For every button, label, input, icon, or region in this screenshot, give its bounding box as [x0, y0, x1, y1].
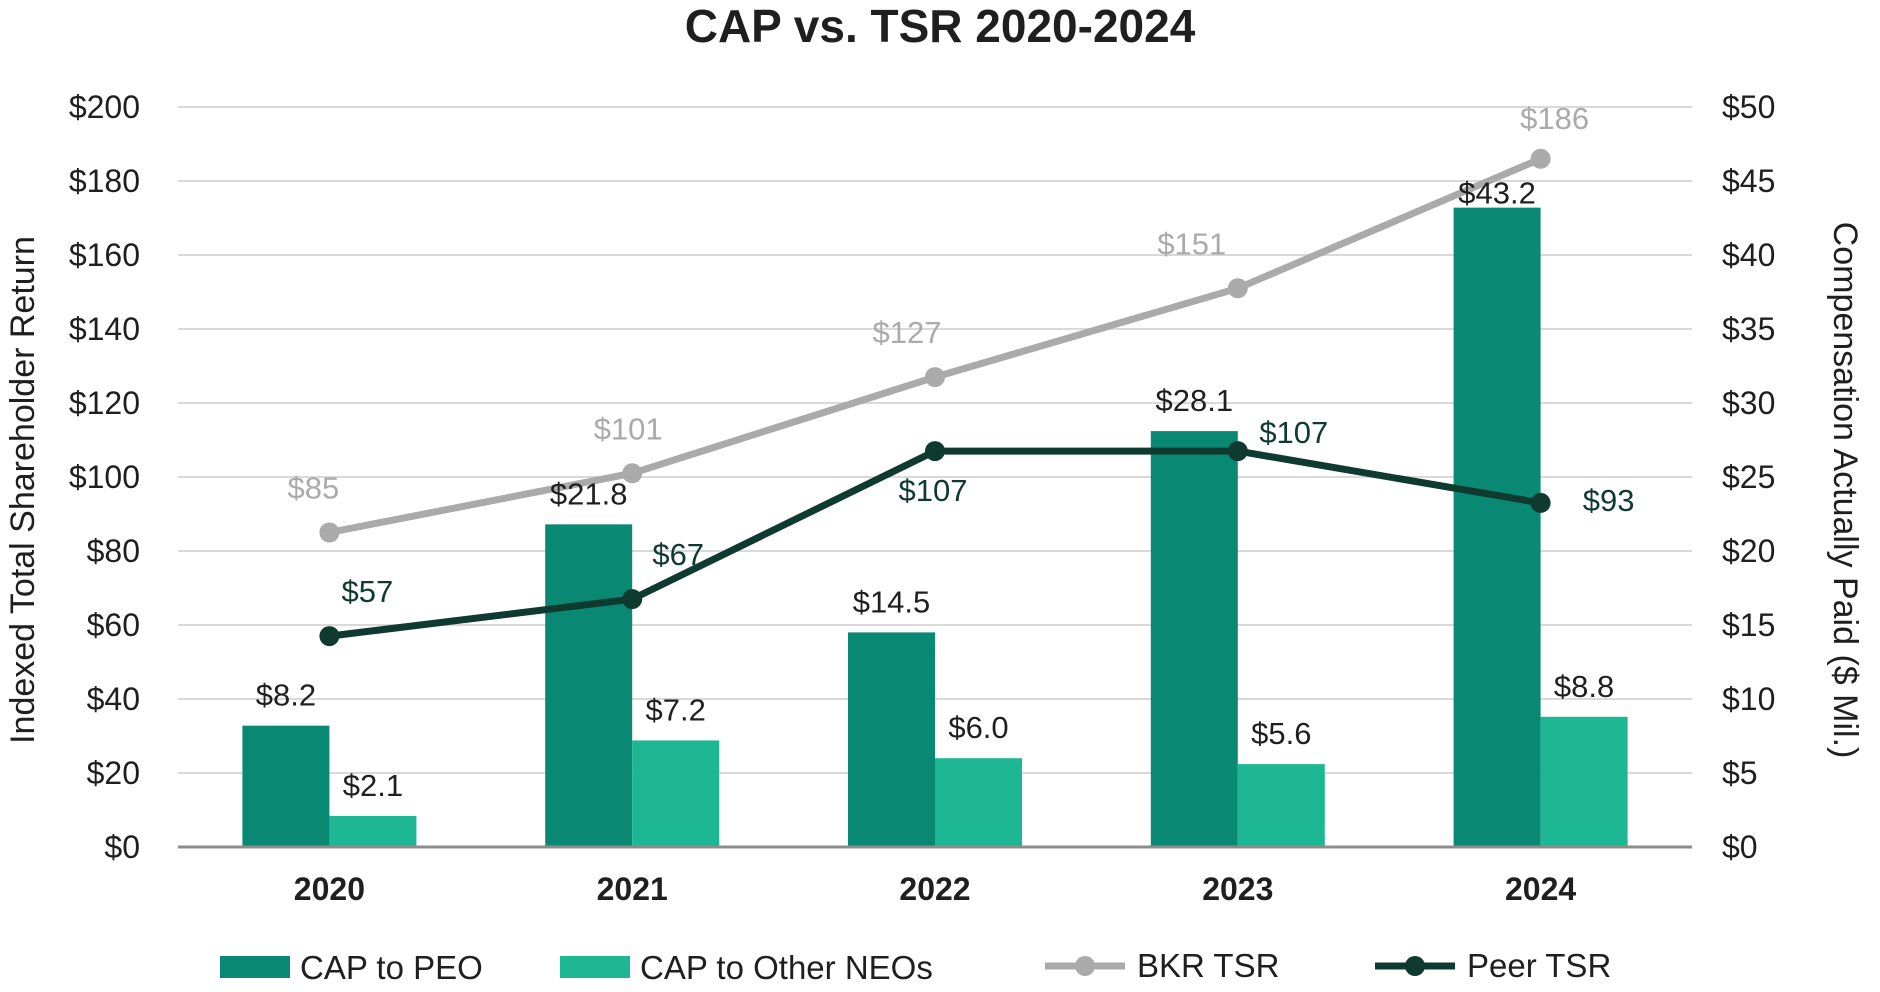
line-point [925, 367, 945, 388]
line-data-label: $186 [1520, 101, 1589, 136]
line-data-label: $85 [288, 471, 340, 506]
bar [545, 524, 633, 847]
category-label: 2024 [1505, 871, 1576, 907]
category-label: 2020 [294, 871, 365, 907]
line-data-label: $107 [1259, 415, 1328, 450]
line-point [319, 522, 340, 543]
legend: CAP to PEO CAP to Other NEOs BKR TSR Peer T… [220, 947, 1611, 986]
category-label: 2021 [597, 871, 668, 907]
data-labels-layer: $8.2 $21.8 $14.5 $28.1 $43.2 $2.1 $7.2 $6.0 $5.6… [256, 101, 1635, 803]
right-tick-label: $30 [1722, 385, 1775, 421]
legend-label: BKR TSR [1137, 947, 1279, 984]
line-data-label: $93 [1583, 483, 1635, 518]
left-tick-label: $80 [87, 533, 140, 569]
line-point [1530, 492, 1551, 513]
line-point [622, 589, 643, 610]
bar [329, 815, 417, 847]
bar [1150, 431, 1238, 847]
line-data-label: $107 [899, 473, 968, 508]
right-tick-label: $10 [1722, 681, 1775, 717]
line-point [319, 626, 340, 647]
right-axis-title: Compensation Actually Paid ($ Mil.) [1826, 222, 1864, 759]
line-point [1227, 441, 1248, 462]
legend-swatch [220, 956, 290, 978]
chart-title: CAP vs. TSR 2020-2024 [685, 0, 1196, 52]
line-data-label: $67 [652, 537, 704, 572]
legend-label: CAP to Other NEOs [640, 949, 933, 986]
bar-data-label: $5.6 [1251, 716, 1311, 751]
category-label: 2022 [899, 871, 970, 907]
line-data-label: $151 [1157, 226, 1226, 261]
right-tick-label: $15 [1722, 607, 1775, 643]
line-point [622, 463, 643, 484]
line-point [1530, 148, 1551, 169]
line-data-label: $127 [873, 315, 942, 350]
bar [1453, 207, 1541, 847]
bar [1540, 716, 1628, 847]
right-tick-label: $50 [1722, 89, 1775, 125]
left-tick-label: $60 [87, 607, 140, 643]
bar [1237, 764, 1325, 847]
bar [242, 725, 330, 847]
axes-layer: $0 $0 $20 $5 $40 $10 $60 $15 $80 $20 $100 $25 $120 $3… [69, 89, 1776, 907]
right-tick-label: $5 [1722, 755, 1758, 791]
bar-data-label: $43.2 [1458, 176, 1536, 211]
bar [935, 758, 1022, 847]
left-tick-label: $200 [69, 89, 140, 125]
left-tick-label: $20 [87, 755, 140, 791]
bar-data-label: $21.8 [550, 476, 628, 511]
line-point [925, 441, 945, 462]
bar-data-label: $2.1 [343, 768, 403, 803]
category-label: 2023 [1202, 871, 1273, 907]
right-tick-label: $35 [1722, 311, 1775, 347]
bar-data-label: $6.0 [948, 710, 1008, 745]
left-tick-label: $0 [104, 829, 140, 865]
left-tick-label: $100 [69, 459, 140, 495]
bar [848, 632, 935, 847]
right-tick-label: $25 [1722, 459, 1775, 495]
bar-data-label: $8.2 [256, 678, 316, 713]
right-tick-label: $40 [1722, 237, 1775, 273]
left-axis-title: Indexed Total Shareholder Return [4, 236, 42, 744]
line-point [1227, 278, 1248, 299]
left-tick-label: $140 [69, 311, 140, 347]
legend-marker [1075, 956, 1095, 976]
right-tick-label: $20 [1722, 533, 1775, 569]
right-tick-label: $0 [1722, 829, 1758, 865]
bar-data-label: $28.1 [1156, 383, 1234, 418]
line-data-label: $101 [594, 411, 663, 446]
line-data-label: $57 [342, 574, 394, 609]
legend-marker [1405, 956, 1425, 976]
left-tick-label: $180 [69, 163, 140, 199]
right-tick-label: $45 [1722, 163, 1775, 199]
bar-data-label: $8.8 [1554, 669, 1614, 704]
legend-label: Peer TSR [1467, 947, 1611, 984]
lines-layer [319, 148, 1551, 647]
left-tick-label: $160 [69, 237, 140, 273]
bars-layer [242, 207, 1628, 847]
legend-swatch [560, 956, 630, 978]
legend-label: CAP to PEO [300, 949, 483, 986]
left-tick-label: $120 [69, 385, 140, 421]
bar-data-label: $14.5 [853, 584, 931, 619]
left-tick-label: $40 [87, 681, 140, 717]
bar [632, 740, 720, 847]
bar-data-label: $7.2 [646, 692, 706, 727]
